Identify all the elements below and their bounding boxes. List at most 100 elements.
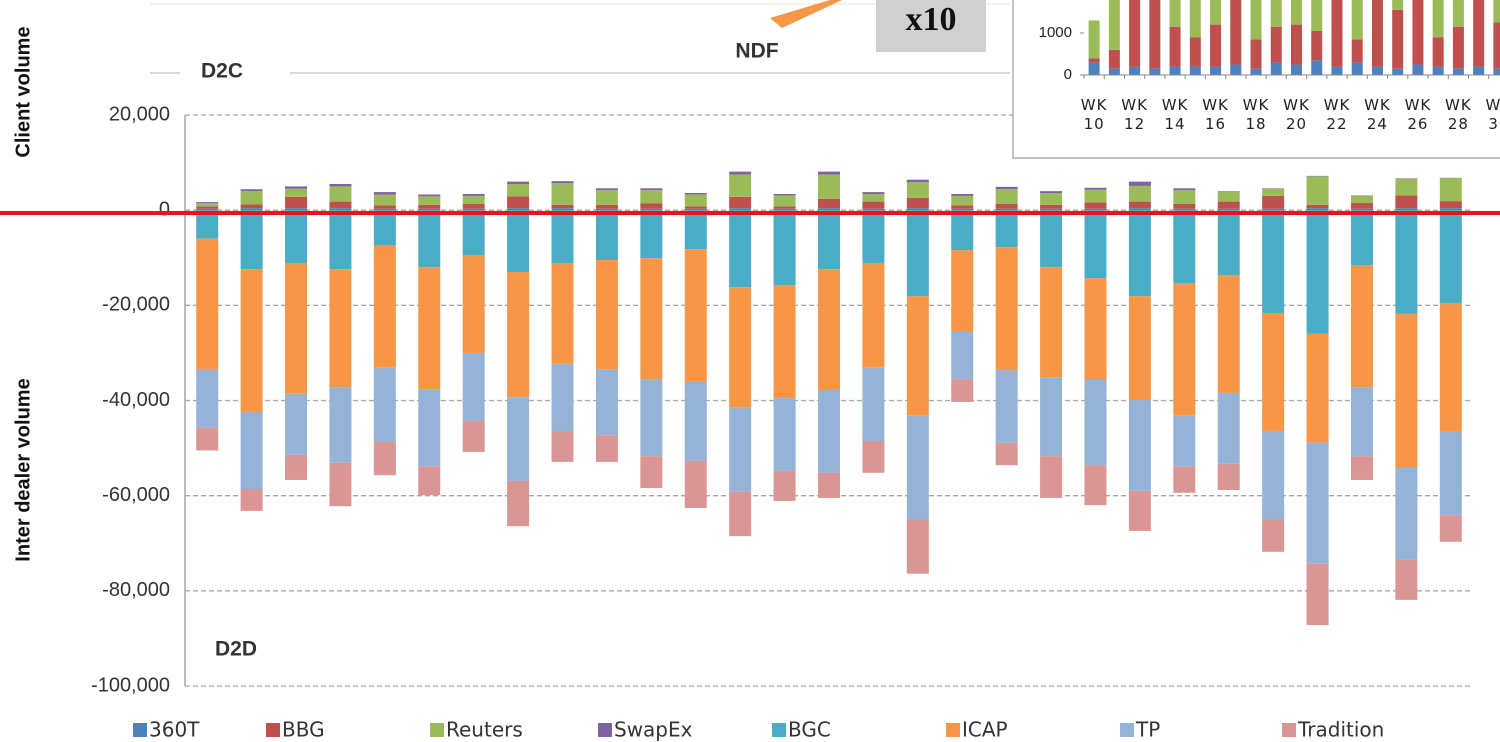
bar-segment [1217, 210, 1240, 276]
bar-segment [862, 192, 885, 194]
bar-segment [507, 210, 530, 273]
legend-label: 360T [149, 718, 200, 742]
bar-segment [595, 208, 618, 211]
bar-segment [818, 208, 840, 211]
bar-segment [1084, 278, 1107, 381]
bar-segment [862, 440, 885, 473]
bar-segment [1395, 468, 1418, 560]
bar-segment [462, 420, 485, 452]
bar-segment [951, 208, 974, 211]
bar-segment [951, 250, 974, 332]
bar-segment [818, 174, 840, 199]
bar-segment [462, 195, 485, 204]
y-tick-label: -100,000 [91, 674, 170, 696]
bar-segment [196, 427, 219, 451]
bar-segment [507, 272, 530, 398]
y-axis-label: Inter dealer volume [12, 378, 34, 561]
bar-segment [240, 210, 263, 270]
bar-segment [1173, 415, 1196, 467]
bar-segment [1230, 0, 1242, 65]
y-tick-label: -40,000 [102, 389, 170, 411]
bar-segment [1311, 60, 1323, 75]
bar-segment [1439, 302, 1462, 432]
bar-segment [1173, 210, 1196, 283]
bar-segment [373, 441, 396, 476]
bar-segment [906, 296, 929, 416]
bar-segment [951, 379, 974, 402]
bar-segment [906, 210, 929, 297]
bar-segment [1173, 208, 1196, 211]
chart-title: NDF [735, 40, 778, 63]
bar-segment [329, 186, 352, 202]
bar-segment [640, 188, 663, 191]
bar-segment [285, 393, 308, 455]
scale-label: x10 [906, 1, 957, 38]
bar-segment [1395, 559, 1418, 600]
bar-segment [640, 203, 663, 209]
bar-segment [1230, 64, 1242, 75]
bar-segment [1040, 191, 1063, 194]
bar-segment [906, 208, 929, 211]
legend-label: BGC [788, 718, 831, 742]
bar-segment [551, 430, 574, 462]
bar-segment [1108, 49, 1120, 69]
bar-segment [1270, 26, 1282, 63]
bar-segment [1088, 58, 1100, 63]
bar-segment [1306, 204, 1329, 209]
bar-segment [1306, 176, 1329, 205]
bar-segment [640, 379, 663, 457]
bar-segment [1128, 208, 1151, 211]
bar-segment [1291, 64, 1302, 75]
bar-segment [729, 196, 752, 209]
bar-segment [729, 491, 752, 537]
bar-segment [1306, 210, 1329, 334]
bar-segment [1210, 24, 1222, 67]
bar-segment [995, 203, 1018, 209]
bar-segment [418, 204, 441, 209]
bar-segment [729, 174, 752, 197]
legend-label: Tradition [1297, 718, 1384, 742]
bar-segment [1250, 68, 1262, 75]
legend-label: BBG [282, 718, 325, 742]
bar-segment [1371, 0, 1383, 67]
legend-label: Reuters [446, 718, 523, 742]
bar-segment [1351, 39, 1363, 63]
bar-segment [640, 208, 663, 211]
bar-segment [1262, 518, 1285, 552]
bar-segment [329, 269, 352, 388]
legend-label: ICAP [962, 718, 1008, 742]
bar-segment [1040, 377, 1063, 457]
bar-segment [329, 210, 352, 270]
bar-segment [462, 210, 485, 256]
bar-segment [1439, 178, 1462, 202]
bar-segment [1473, 66, 1485, 75]
bar-segment [1189, 66, 1201, 75]
bar-segment [1395, 208, 1418, 211]
bar-segment [1149, 68, 1161, 75]
bar-segment [285, 262, 308, 394]
bar-segment [1250, 39, 1262, 69]
legend-label: TP [1135, 718, 1160, 742]
bar-segment [773, 208, 796, 211]
bar-segment [773, 206, 796, 209]
bar-segment [1262, 208, 1285, 211]
bar-segment [285, 196, 308, 209]
bar-segment [1306, 563, 1329, 626]
bar-segment [729, 171, 752, 175]
bar-segment [1149, 0, 1161, 69]
bar-segment [640, 210, 663, 259]
bar-segment [729, 407, 752, 492]
bar-segment [1169, 26, 1181, 67]
legend: 360T BBG Reuters SwapEx BGC ICAP TP Tradition [133, 718, 1384, 742]
bar-segment [196, 203, 219, 207]
bar-segment [995, 442, 1018, 466]
bar-segment [1473, 0, 1485, 67]
bar-segment [595, 204, 618, 209]
bar-segment [818, 390, 840, 473]
x-tick-label: WK 14 [1161, 96, 1189, 133]
bar-segment [1493, 68, 1500, 75]
bar-segment [595, 260, 618, 370]
bar-segment [684, 208, 707, 211]
bar-segment [1210, 0, 1222, 25]
